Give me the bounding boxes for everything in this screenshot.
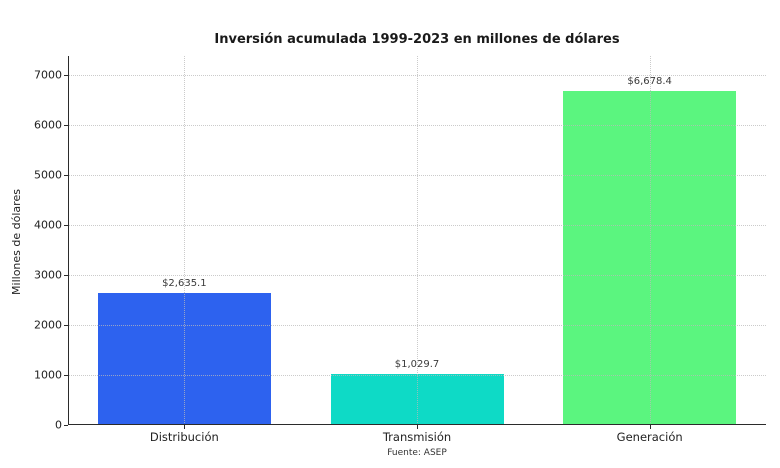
- x-tick-label-generacion: Generación: [616, 430, 683, 444]
- x-tick-mark: [184, 425, 186, 429]
- plot-area: $2,635.1 $1,029.7 $6,678.4 0 1000 2000 3000 400…: [34, 56, 766, 432]
- horizontal-gridline: [68, 275, 766, 276]
- y-tick-label: 2000: [34, 318, 62, 332]
- horizontal-gridline: [68, 325, 766, 326]
- horizontal-gridline: [68, 125, 766, 126]
- x-tick-mark: [417, 425, 418, 429]
- vertical-gridline: [417, 56, 418, 425]
- vertical-gridline: [184, 56, 186, 425]
- y-axis-label: Millones de dólares: [10, 189, 23, 295]
- y-tick-mark: [64, 125, 68, 126]
- horizontal-gridline: [68, 375, 766, 376]
- y-tick-label: 4000: [34, 218, 62, 232]
- y-tick-label: 0: [55, 418, 62, 432]
- horizontal-gridline: [68, 225, 766, 226]
- y-tick-mark: [64, 325, 68, 326]
- y-tick-mark: [64, 225, 68, 226]
- bar-value-label-transmision: $1,029.7: [394, 358, 440, 370]
- y-tick-label: 3000: [34, 268, 62, 282]
- horizontal-gridline: [68, 175, 766, 176]
- y-tick-mark: [64, 375, 68, 376]
- horizontal-gridline: [68, 75, 766, 76]
- y-tick-mark: [64, 275, 68, 276]
- chart-title: Inversión acumulada 1999-2023 en millone…: [214, 32, 620, 47]
- x-axis-spine: [68, 424, 766, 425]
- y-tick-label: 1000: [34, 368, 62, 382]
- x-tick-mark: [649, 425, 651, 429]
- y-tick-label: 6000: [34, 118, 62, 132]
- x-tick-label-transmision: Transmisión: [382, 430, 452, 444]
- y-tick-label: 7000: [34, 68, 62, 82]
- y-tick-mark: [64, 425, 68, 426]
- bar-value-label-distribucion: $2,635.1: [162, 278, 207, 290]
- y-tick-label: 5000: [34, 168, 62, 182]
- bar-value-label-generacion: $6,678.4: [627, 76, 672, 88]
- y-axis-spine: [68, 56, 69, 425]
- y-tick-mark: [64, 75, 68, 76]
- x-tick-label-distribucion: Distribución: [149, 430, 219, 444]
- y-tick-mark: [64, 175, 68, 176]
- vertical-gridline: [649, 56, 651, 425]
- source-note: Fuente: ASEP: [387, 448, 447, 458]
